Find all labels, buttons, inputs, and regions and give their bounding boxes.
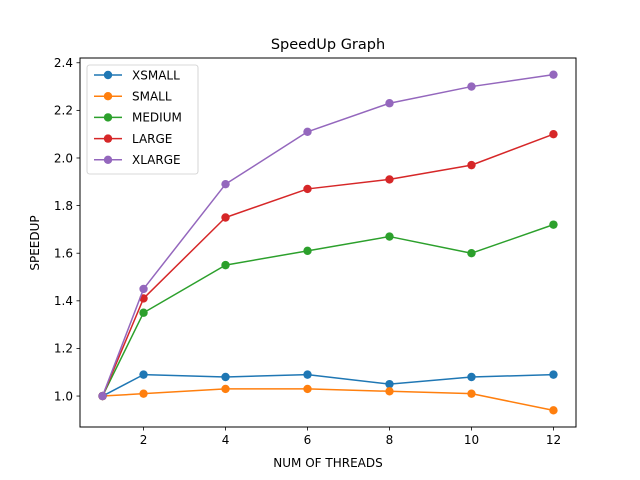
y-tick-label: 2.4 [54, 56, 73, 70]
data-point [467, 249, 476, 258]
data-point [139, 284, 148, 294]
y-tick-label: 1.8 [54, 199, 73, 213]
legend-label: SMALL [132, 90, 172, 104]
y-tick-label: 2.0 [54, 151, 73, 165]
y-tick-label: 1.0 [54, 389, 73, 403]
data-point [303, 384, 312, 394]
legend-marker [103, 134, 113, 143]
data-point [139, 389, 148, 398]
y-tick-label: 1.2 [54, 342, 73, 356]
series-layer [98, 70, 558, 415]
legend-marker [103, 70, 113, 80]
legend-marker [103, 92, 113, 101]
data-point [98, 391, 107, 401]
data-point [549, 129, 558, 139]
data-point [221, 260, 230, 270]
data-point [549, 220, 558, 229]
plot-frame [79, 57, 577, 428]
x-axis-title: NUM OF THREADS [273, 456, 382, 470]
legend-item: LARGE [94, 132, 172, 146]
legend: XSMALL SMALL MEDIUM LARGE XLARGE [86, 64, 199, 175]
data-point [385, 387, 394, 396]
legend-label: MEDIUM [132, 111, 182, 125]
data-point [467, 372, 476, 382]
data-point [303, 184, 312, 194]
data-point [467, 389, 476, 398]
data-point [221, 179, 230, 189]
series-xlarge [98, 70, 558, 401]
data-point [303, 127, 312, 136]
data-point [385, 379, 394, 389]
data-point [385, 232, 394, 241]
legend-frame [86, 64, 199, 175]
x-tick-label: 8 [386, 433, 394, 447]
legend-label: XLARGE [132, 153, 181, 167]
x-tick-label: 6 [304, 433, 312, 447]
x-tick-label: 12 [546, 433, 561, 447]
data-point [549, 406, 558, 415]
data-point [549, 370, 558, 379]
x-tick-label: 10 [464, 433, 479, 447]
data-point [385, 99, 394, 108]
legend-item: XSMALL [94, 68, 180, 82]
legend-marker [103, 155, 113, 164]
data-point [139, 308, 148, 317]
y-tick-label: 2.2 [54, 104, 73, 118]
legend-label: LARGE [132, 132, 172, 146]
chart-title: SpeedUp Graph [271, 37, 385, 53]
legend-item: SMALL [94, 90, 172, 104]
data-point [467, 160, 476, 170]
data-point [221, 384, 230, 394]
y-axis: 1.0 1.2 1.4 1.6 1.8 2.0 2.2 2.4 [54, 56, 80, 403]
legend-item: MEDIUM [94, 111, 182, 125]
data-point [139, 370, 148, 379]
data-point [221, 372, 230, 382]
x-tick-label: 2 [140, 433, 148, 447]
y-tick-label: 1.4 [54, 294, 73, 308]
data-point [221, 213, 230, 222]
data-point [303, 370, 312, 379]
series-large [98, 129, 558, 401]
x-tick-label: 4 [222, 433, 230, 447]
y-axis-title: SPEEDUP [28, 215, 42, 270]
x-axis: 2 4 6 8 10 12 [140, 427, 561, 447]
data-point [467, 82, 476, 91]
data-point [549, 70, 558, 79]
data-point [385, 175, 394, 184]
legend-marker [103, 113, 113, 122]
legend-item: XLARGE [94, 153, 181, 167]
legend-label: XSMALL [132, 68, 180, 82]
y-tick-label: 1.6 [54, 247, 73, 261]
data-point [303, 246, 312, 256]
